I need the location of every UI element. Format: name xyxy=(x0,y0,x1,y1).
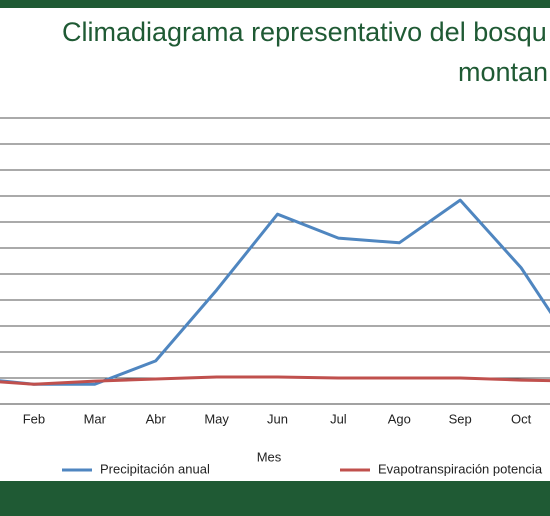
series-line xyxy=(0,375,550,386)
chart-title: Climadiagrama representativo del bosqu xyxy=(62,17,547,47)
x-tick-label: Jun xyxy=(267,411,288,426)
x-tick-label: Ago xyxy=(388,411,411,426)
x-tick-label: May xyxy=(204,411,229,426)
x-tick-label: Jul xyxy=(330,411,347,426)
legend-label: Evapotranspiración potencia xyxy=(378,461,543,476)
x-tick-label: Abr xyxy=(146,411,167,426)
bottom-band xyxy=(0,481,550,516)
legend-label: Precipitación anual xyxy=(100,461,210,476)
x-tick-label: Feb xyxy=(23,411,45,426)
x-tick-label: Mar xyxy=(84,411,107,426)
series-line xyxy=(0,198,550,386)
chart-subtitle: montan xyxy=(458,57,548,87)
x-tick-label: Sep xyxy=(449,411,472,426)
x-tick-label: Oct xyxy=(511,411,532,426)
x-axis-label: Mes xyxy=(257,449,282,464)
top-band xyxy=(0,0,550,8)
